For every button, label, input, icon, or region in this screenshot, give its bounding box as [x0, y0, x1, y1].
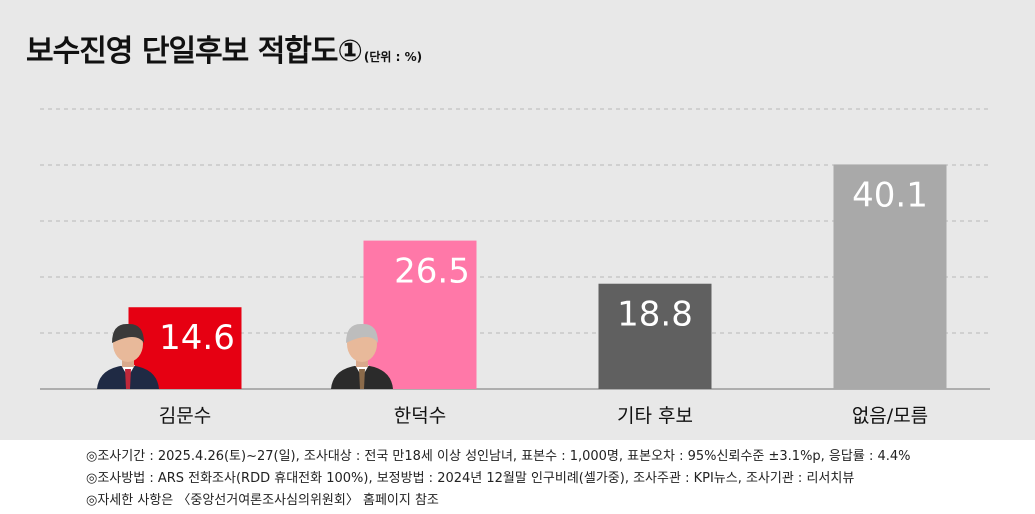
- survey-notes: ◎조사기간 : 2025.4.26(토)~27(일), 조사대상 : 전국 만1…: [86, 446, 911, 512]
- note-survey-method: ◎조사방법 : ARS 전화조사(RDD 휴대전화 100%), 보정방법 : …: [86, 471, 855, 486]
- note-survey-period: ◎조사기간 : 2025.4.26(토)~27(일), 조사대상 : 전국 만1…: [86, 449, 911, 464]
- bar-chart: 14.6 김문수 26.5 한덕수 18.8 기타 후보 40.1 없음/모름: [40, 108, 990, 427]
- data-label: 14.6: [159, 318, 235, 358]
- unit-label: (단위 : %): [363, 50, 423, 64]
- candidate-photo-kim: [97, 323, 159, 389]
- category-label: 한덕수: [394, 405, 446, 427]
- data-label: 26.5: [394, 252, 470, 292]
- data-label: 40.1: [852, 175, 928, 215]
- data-label: 18.8: [617, 295, 693, 335]
- category-label: 김문수: [159, 405, 211, 427]
- category-label: 없음/모름: [852, 405, 928, 427]
- category-label: 기타 후보: [617, 405, 693, 427]
- bar: [598, 283, 712, 389]
- note-reference: ◎자세한 사항은 〈중앙선거여론조사심의위원회〉 홈페이지 참조: [86, 493, 439, 508]
- candidate-photo-han: [331, 323, 393, 389]
- bar: [363, 240, 477, 389]
- bar: [833, 164, 947, 389]
- chart-title: 보수진영 단일후보 적합도① (단위 : %): [26, 26, 422, 70]
- chart-title-text: 보수진영 단일후보 적합도①: [26, 34, 363, 69]
